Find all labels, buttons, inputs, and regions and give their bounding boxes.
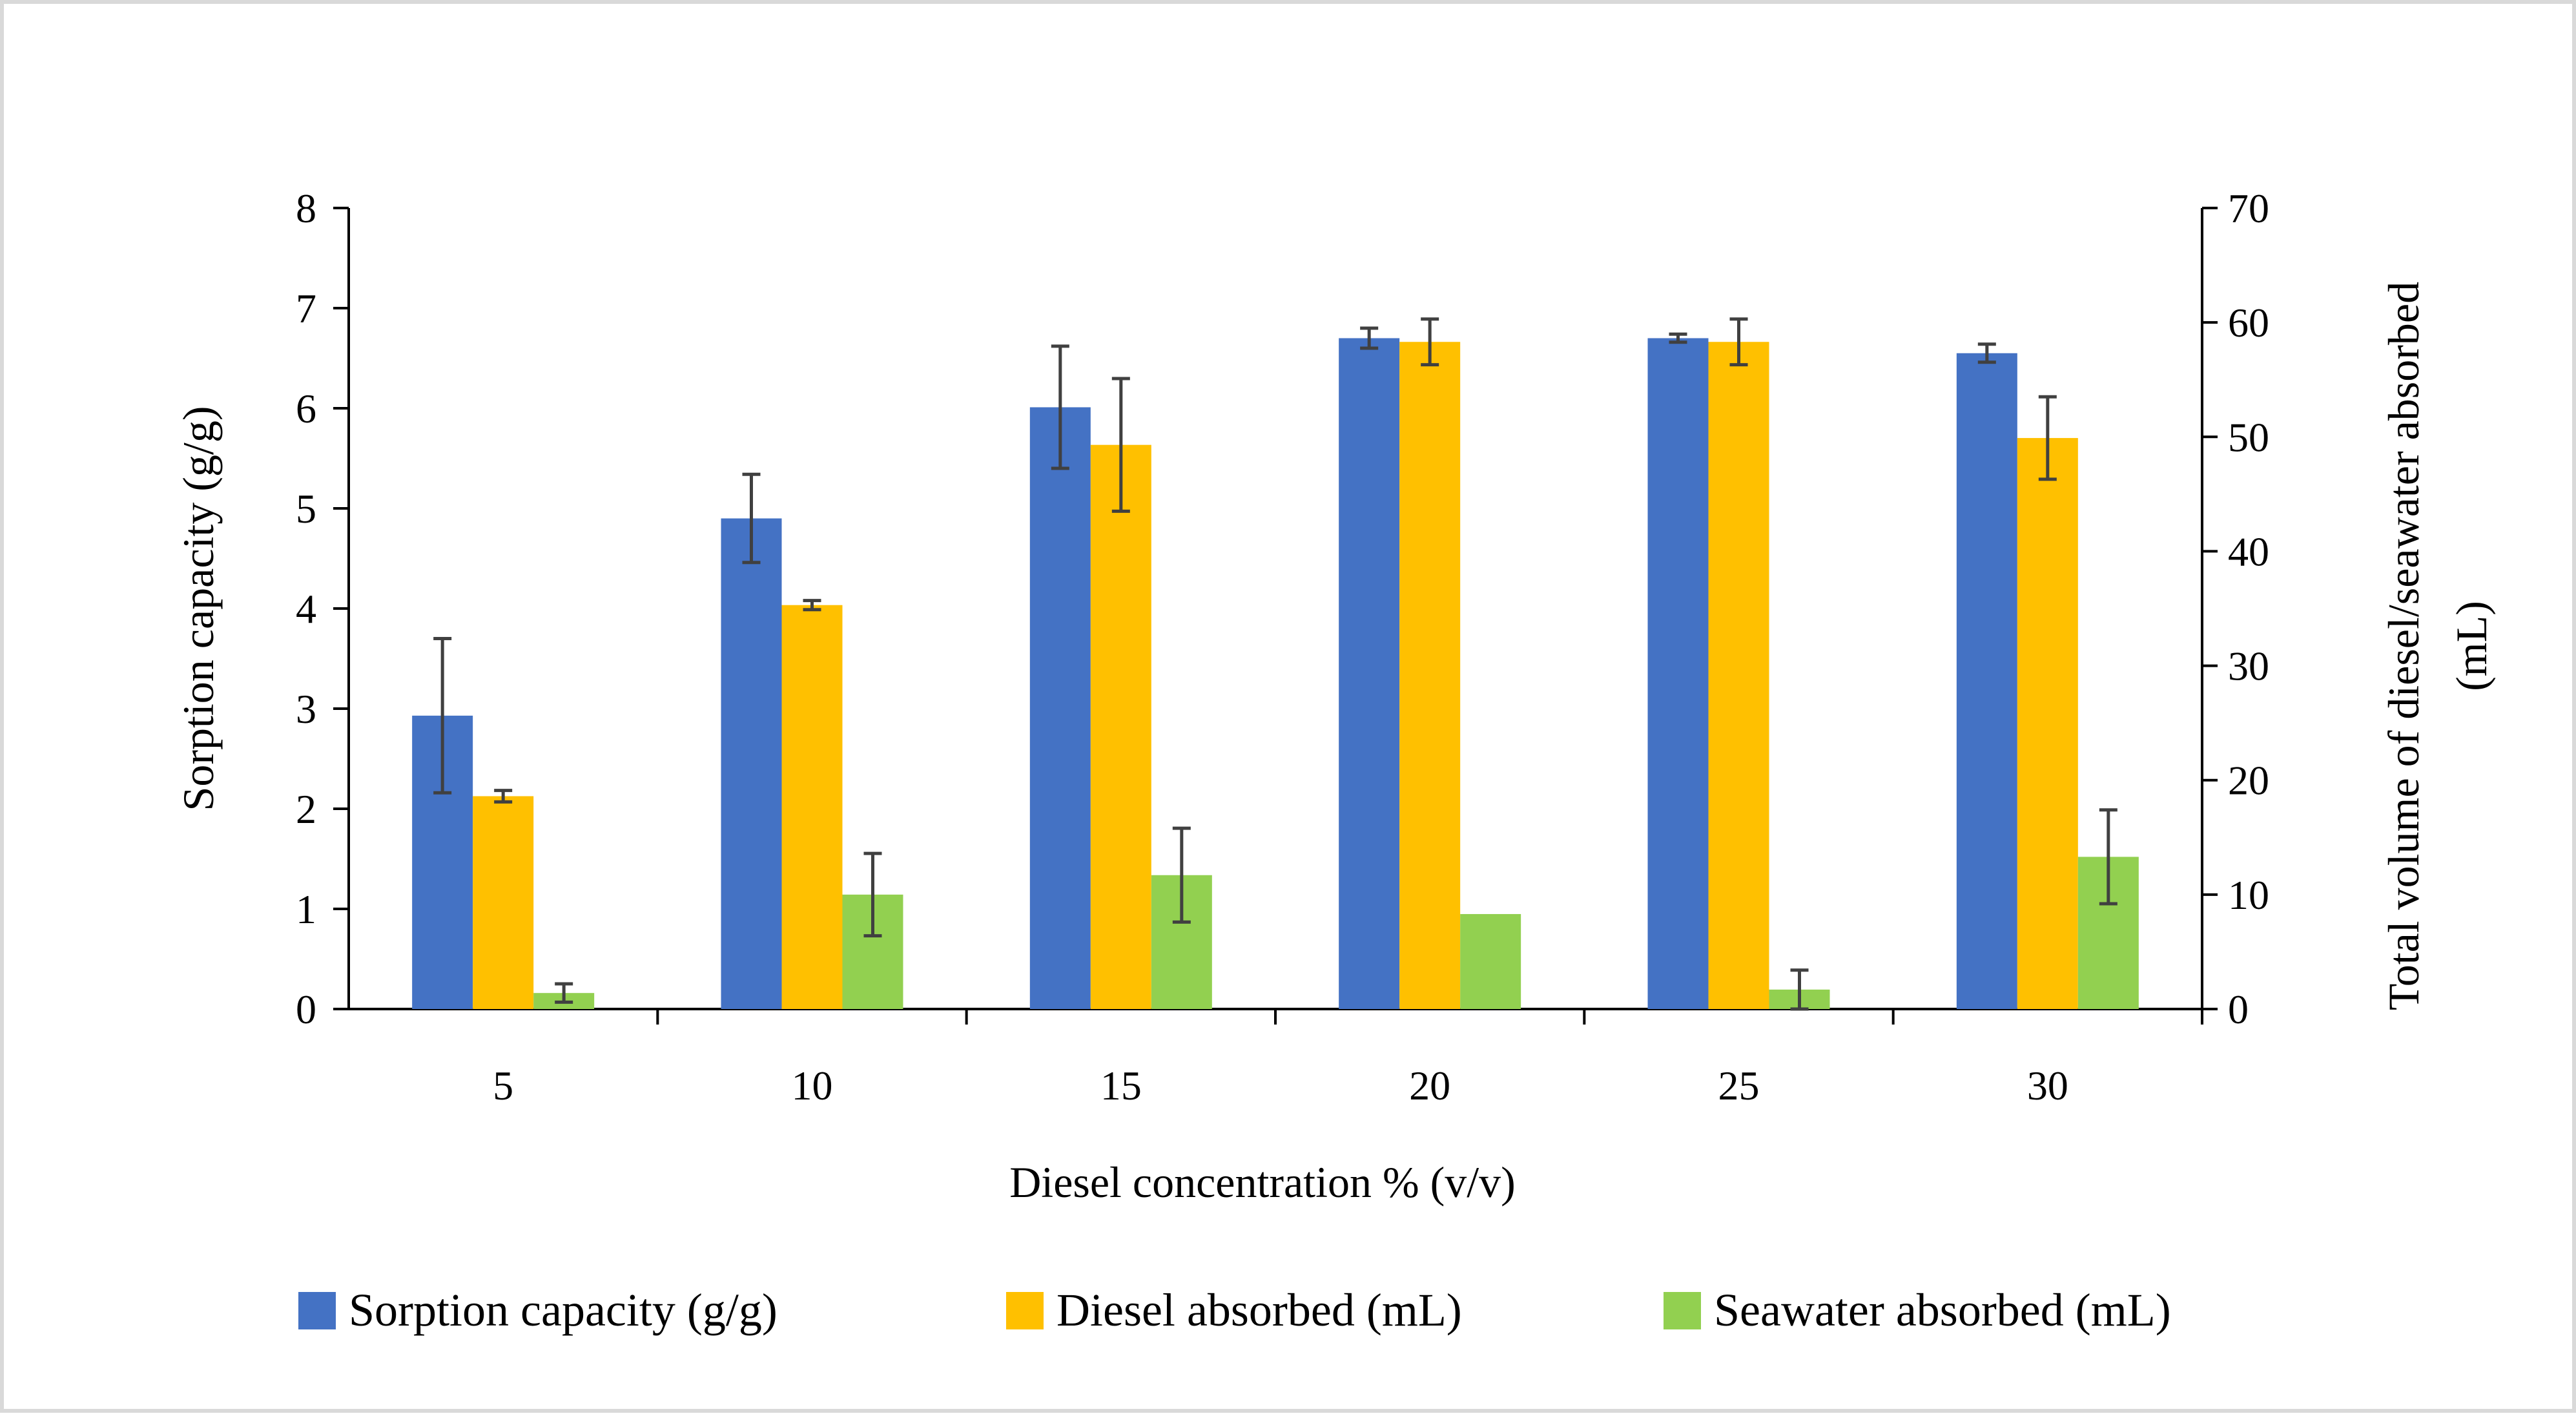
right-y-axis-title-line2: (mL) xyxy=(2447,601,2496,691)
error-bar xyxy=(1421,317,1439,367)
x-tick-label: 20 xyxy=(1409,1063,1450,1109)
legend-item: Seawater absorbed (mL) xyxy=(1664,1284,2171,1336)
left-y-axis-title: Sorption capacity (g/g) xyxy=(174,406,223,811)
x-tick-label: 25 xyxy=(1718,1063,1760,1109)
x-tick-label: 15 xyxy=(1100,1063,1142,1109)
x-tick-label: 30 xyxy=(2027,1063,2068,1109)
left-y-tick-label: 3 xyxy=(296,686,316,732)
bar-diesel-30 xyxy=(2017,438,2078,1009)
x-tick-label: 10 xyxy=(792,1063,833,1109)
bar-diesel-20 xyxy=(1399,342,1461,1010)
legend-swatch xyxy=(298,1292,336,1329)
error-bar xyxy=(1172,826,1191,924)
bar-sorption-20 xyxy=(1339,338,1400,1009)
bar-diesel-5 xyxy=(473,796,534,1009)
right-y-tick-label: 10 xyxy=(2228,872,2269,918)
right-y-tick-label: 60 xyxy=(2228,300,2269,346)
bar-sorption-30 xyxy=(1956,353,2017,1009)
error-bar xyxy=(1729,317,1748,367)
error-bar xyxy=(1360,326,1379,350)
error-bar xyxy=(1669,332,1687,344)
legend-item: Sorption capacity (g/g) xyxy=(298,1284,778,1336)
bar-seawater-20 xyxy=(1460,913,1521,1009)
legend-label: Seawater absorbed (mL) xyxy=(1714,1284,2171,1336)
error-bar xyxy=(863,851,882,938)
error-bar xyxy=(433,637,452,795)
error-bar xyxy=(2099,808,2117,906)
right-y-tick-label: 20 xyxy=(2228,758,2269,804)
legend-label: Sorption capacity (g/g) xyxy=(349,1284,778,1336)
right-y-tick-label: 0 xyxy=(2228,986,2249,1032)
error-bar xyxy=(803,599,821,612)
left-y-tick-label: 8 xyxy=(296,185,316,231)
right-y-tick-label: 50 xyxy=(2228,414,2269,460)
bar-sorption-25 xyxy=(1647,338,1709,1009)
left-y-tick-label: 6 xyxy=(296,386,316,432)
bar-diesel-10 xyxy=(781,605,843,1009)
right-y-axis-title-line1: Total volume of diesel/seawater absorbed xyxy=(2379,282,2428,1010)
bar-diesel-25 xyxy=(1708,342,1769,1010)
legend-swatch xyxy=(1006,1292,1044,1329)
error-bar xyxy=(494,789,513,804)
error-bar xyxy=(742,472,761,565)
left-y-tick-label: 5 xyxy=(296,486,316,532)
bar-sorption-15 xyxy=(1029,407,1091,1009)
error-bar xyxy=(555,982,573,1004)
left-y-tick-label: 4 xyxy=(296,586,316,632)
right-y-tick-label: 40 xyxy=(2228,528,2269,574)
bar-sorption-10 xyxy=(721,518,782,1009)
legend-item: Diesel absorbed (mL) xyxy=(1006,1284,1462,1336)
x-axis-title: Diesel concentration % (v/v) xyxy=(1009,1158,1516,1207)
left-y-tick-label: 0 xyxy=(296,986,316,1032)
legend-swatch xyxy=(1664,1292,1701,1329)
bar-diesel-15 xyxy=(1090,444,1151,1009)
x-tick-label: 5 xyxy=(493,1063,513,1109)
right-y-tick-label: 70 xyxy=(2228,185,2269,231)
left-y-tick-label: 7 xyxy=(296,286,316,331)
error-bar xyxy=(2038,395,2057,481)
legend-label: Diesel absorbed (mL) xyxy=(1056,1284,1462,1336)
left-y-tick-label: 1 xyxy=(296,886,316,932)
error-bar xyxy=(1111,377,1130,513)
right-y-tick-label: 30 xyxy=(2228,643,2269,689)
left-y-tick-label: 2 xyxy=(296,786,316,832)
error-bar xyxy=(1977,342,1996,364)
error-bar xyxy=(1051,344,1069,470)
error-bar xyxy=(1790,968,1809,1011)
